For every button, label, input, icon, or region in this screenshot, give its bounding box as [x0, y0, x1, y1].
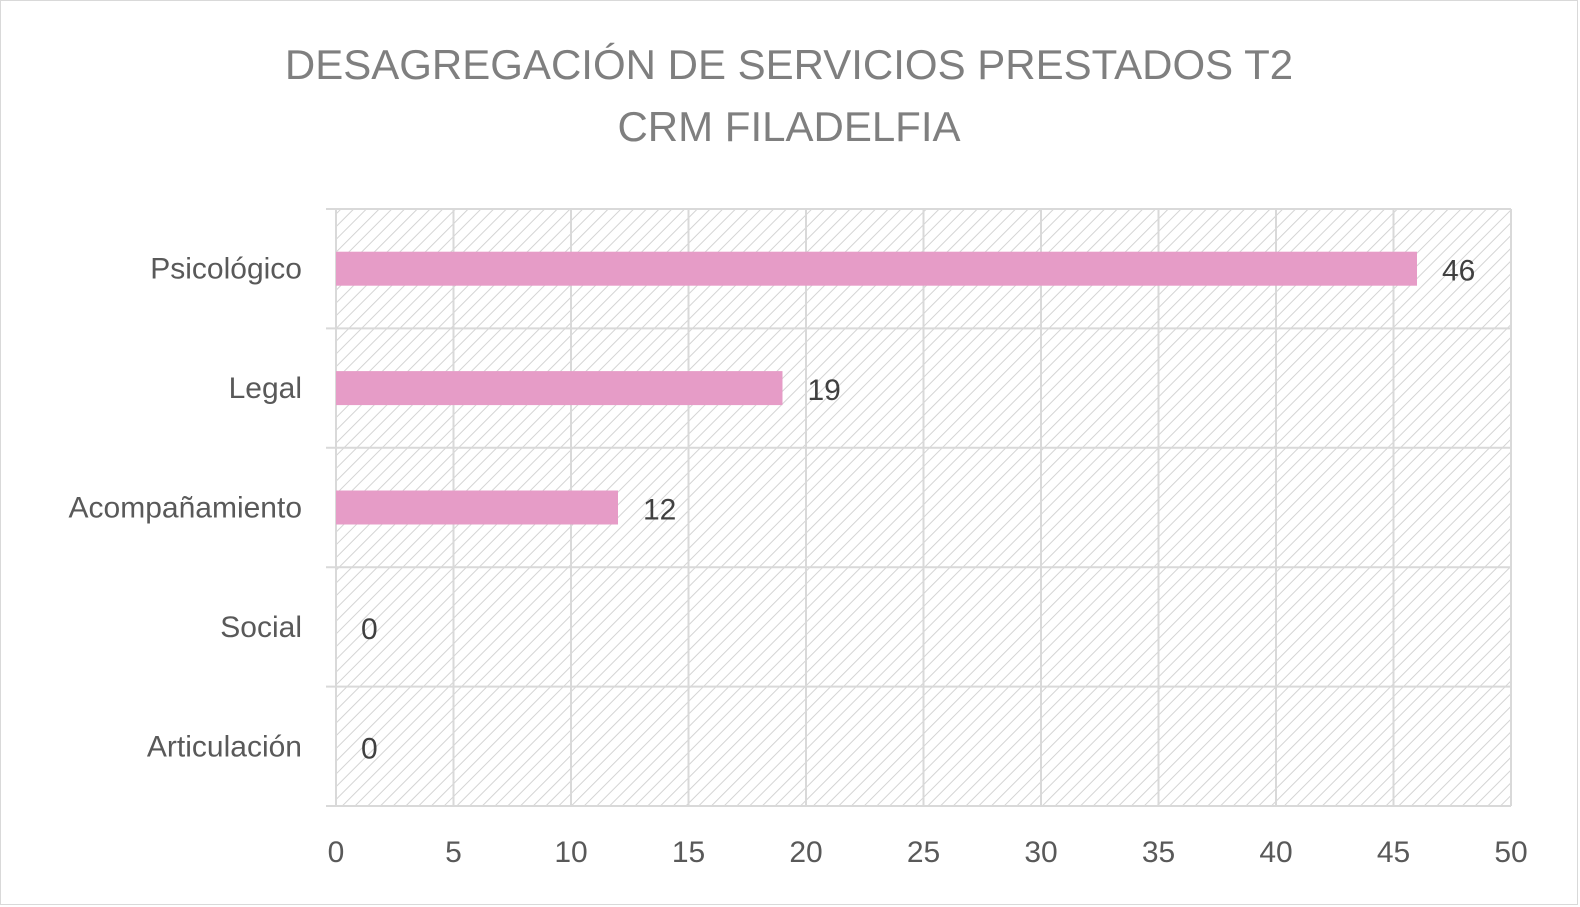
- bar-1: [336, 371, 783, 406]
- chart-title: DESAGREGACIÓN DE SERVICIOS PRESTADOS T2: [285, 41, 1293, 88]
- x-tick-label: 45: [1377, 836, 1410, 869]
- data-label: 19: [808, 374, 841, 407]
- bars: [336, 251, 1417, 525]
- x-axis-ticks: 0 5 10 15 20 25 30 35 40 45 50: [328, 836, 1528, 869]
- x-tick-label: 50: [1494, 836, 1527, 869]
- x-tick-label: 20: [789, 836, 822, 869]
- chart-subtitle: CRM FILADELFIA: [617, 103, 960, 150]
- bar-0: [336, 251, 1417, 286]
- data-label: 0: [361, 613, 378, 646]
- category-labels: Psicológico Legal Acompañamiento Social Arti…: [69, 253, 302, 764]
- category-label: Legal: [229, 372, 302, 405]
- x-tick-label: 0: [328, 836, 345, 869]
- x-tick-label: 35: [1142, 836, 1175, 869]
- category-label: Social: [220, 611, 302, 644]
- x-tick-label: 5: [445, 836, 462, 869]
- data-labels: 46 19 12 0 0: [361, 255, 1475, 766]
- x-tick-label: 10: [554, 836, 587, 869]
- data-label: 46: [1442, 255, 1475, 288]
- x-tick-label: 30: [1024, 836, 1057, 869]
- x-tick-label: 40: [1259, 836, 1292, 869]
- category-label: Articulación: [147, 730, 302, 763]
- gridlines: [326, 208, 1512, 807]
- data-label: 0: [361, 732, 378, 765]
- data-label: 12: [643, 494, 676, 527]
- x-tick-label: 25: [907, 836, 940, 869]
- category-label: Psicológico: [150, 253, 302, 286]
- x-tick-label: 15: [672, 836, 705, 869]
- bar-2: [336, 490, 618, 525]
- category-label: Acompañamiento: [69, 492, 302, 525]
